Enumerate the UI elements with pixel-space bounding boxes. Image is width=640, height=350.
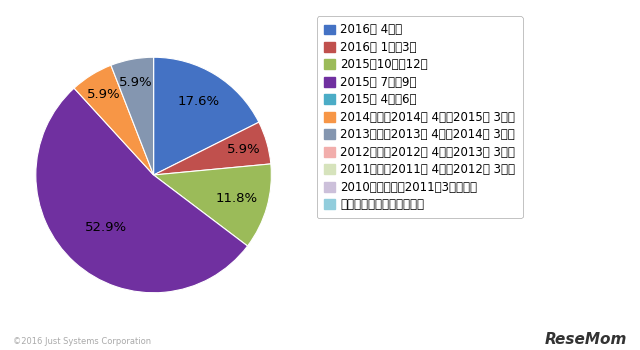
Wedge shape [74,65,154,175]
Wedge shape [111,57,154,175]
Wedge shape [154,164,271,246]
Wedge shape [154,122,271,175]
Text: 5.9%: 5.9% [87,89,121,101]
Wedge shape [154,57,259,175]
Text: 17.6%: 17.6% [178,95,220,108]
Text: 5.9%: 5.9% [120,76,153,89]
Text: ReseMom: ReseMom [545,331,627,346]
Legend: 2016年 4月〜, 2016年 1月〜3月, 2015年10月〜12月, 2015年 7月〜9月, 2015年 4月〜6月, 2014年度（2014年 4月〜: 2016年 4月〜, 2016年 1月〜3月, 2015年10月〜12月, 20… [317,16,523,218]
Text: ©2016 Just Systems Corporation: ©2016 Just Systems Corporation [13,337,151,346]
Text: 5.9%: 5.9% [227,142,261,155]
Wedge shape [36,88,248,293]
Text: 11.8%: 11.8% [215,192,257,205]
Text: 52.9%: 52.9% [85,221,127,234]
